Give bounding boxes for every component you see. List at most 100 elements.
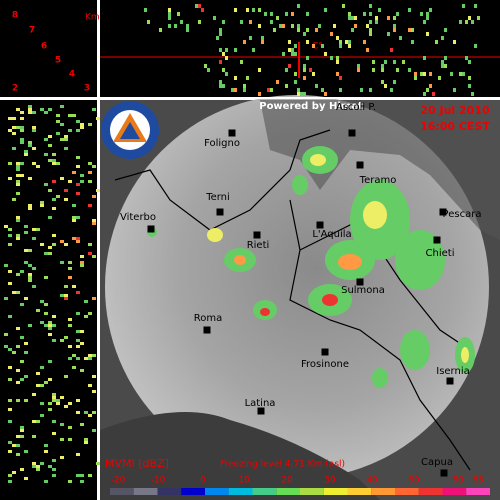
profile-cell [84, 438, 88, 441]
profile-cell [432, 92, 435, 96]
profile-cell [168, 12, 171, 16]
profile-cell [16, 216, 20, 219]
profile-cell [8, 228, 12, 231]
profile-cell [16, 273, 20, 276]
profile-cell [168, 24, 171, 28]
profile-cell [444, 64, 447, 68]
profile-cell [8, 441, 12, 444]
profile-cell [468, 76, 471, 80]
profile-cell [52, 468, 56, 471]
profile-cell [270, 12, 273, 16]
profile-cell [16, 126, 20, 129]
city-label: Isernia [436, 366, 470, 377]
profile-cell [4, 345, 8, 348]
profile-cell [12, 126, 16, 129]
scale-swatch [442, 488, 467, 495]
profile-cell [56, 162, 60, 165]
profile-cell [234, 76, 237, 80]
profile-cell [92, 390, 96, 393]
profile-cell [80, 123, 84, 126]
profile-cell [324, 8, 327, 12]
profile-cell [52, 315, 56, 318]
scale-swatch [371, 488, 395, 495]
profile-cell [48, 159, 52, 162]
profile-cell [72, 216, 76, 219]
profile-cell [345, 40, 348, 44]
profile-cell [246, 8, 249, 12]
profile-cell [270, 20, 273, 24]
freezing-level: Freezing level 4.71 Km (asl) [220, 460, 345, 470]
profile-cell [88, 123, 92, 126]
profile-cell [36, 465, 40, 468]
profile-cell [282, 24, 285, 28]
profile-cell [48, 324, 52, 327]
profile-cell [76, 129, 80, 132]
profile-cell [321, 44, 324, 48]
profile-cell [32, 285, 36, 288]
profile-cell [219, 80, 222, 84]
profile-cell [52, 243, 56, 246]
profile-cell [52, 339, 56, 342]
profile-cell [72, 366, 76, 369]
scale-label: 0 [200, 476, 206, 486]
profile-cell [147, 20, 150, 24]
profile-cell [4, 333, 8, 336]
profile-cell [285, 12, 288, 16]
profile-cell [32, 267, 36, 270]
profile-cell [372, 68, 375, 72]
profile-cell [36, 228, 40, 231]
profile-cell [88, 354, 92, 357]
scale-label: 30 [324, 476, 336, 486]
profile-cell [240, 60, 243, 64]
profile-cell [213, 16, 216, 20]
profile-cell [177, 12, 180, 16]
profile-cell [174, 24, 177, 28]
profile-cell [80, 423, 84, 426]
profile-cell [363, 12, 366, 16]
profile-cell [402, 60, 405, 64]
profile-cell [8, 177, 12, 180]
city-marker [228, 129, 236, 137]
scale-label: 60 [452, 476, 464, 486]
profile-cell [96, 462, 100, 465]
scale-label: 65 [472, 476, 483, 486]
civil-protection-logo [101, 101, 159, 159]
profile-cell [88, 180, 92, 183]
profile-cell [80, 264, 84, 267]
altitude-label: 6 [41, 42, 47, 52]
profile-cell [252, 48, 255, 52]
profile-cell [390, 48, 393, 52]
profile-cell [44, 276, 48, 279]
profile-cell [408, 28, 411, 32]
profile-cell [231, 88, 234, 92]
profile-cell [288, 48, 291, 52]
profile-cell [12, 471, 16, 474]
profile-cell [32, 393, 36, 396]
sea [100, 412, 380, 500]
profile-cell [168, 16, 171, 20]
profile-cell [88, 357, 92, 360]
profile-cell [44, 480, 48, 483]
profile-cell [16, 180, 20, 183]
profile-cell [76, 339, 80, 342]
scale-label: 20 [281, 476, 293, 486]
profile-cell [44, 312, 48, 315]
profile-cell [291, 48, 294, 52]
profile-cell [48, 135, 52, 138]
profile-cell [28, 105, 32, 108]
profile-cell [297, 24, 300, 28]
scale-swatch [418, 488, 443, 495]
profile-cell [357, 64, 360, 68]
profile-cell [20, 129, 24, 132]
profile-cell [24, 351, 28, 354]
profile-cell [216, 36, 219, 40]
profile-cell [60, 456, 64, 459]
profile-cell [52, 420, 56, 423]
profile-cell [309, 68, 312, 72]
unit-label: Km [85, 13, 100, 23]
scale-swatch [157, 488, 182, 495]
profile-cell [84, 357, 88, 360]
profile-cell [438, 76, 441, 80]
profile-cell [64, 135, 68, 138]
